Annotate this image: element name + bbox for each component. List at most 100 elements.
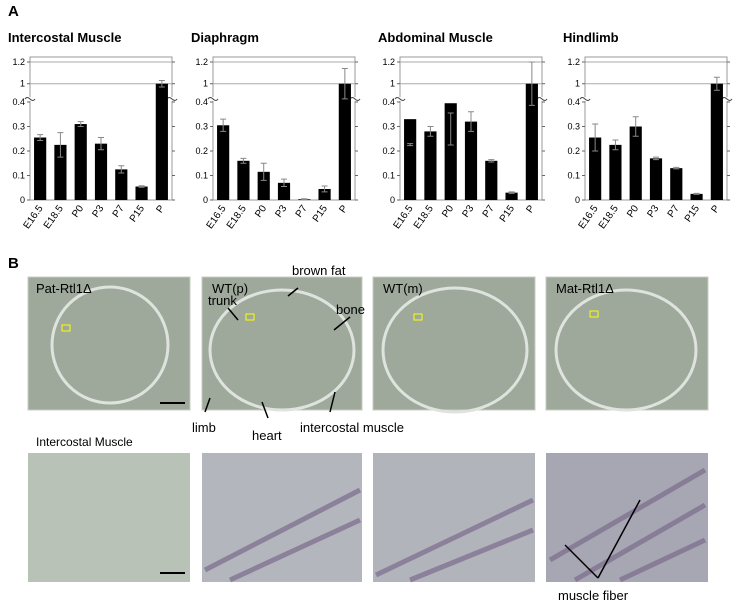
x-tick-label: E16.5 [577,203,601,231]
error-bar [158,79,165,88]
y-tick-label: 0 [203,195,208,205]
error-bar [488,159,495,163]
error-bar [673,166,680,170]
axis-break [721,97,733,101]
y-tick-label: 0.2 [195,146,208,156]
x-tick-label: P0 [625,203,641,220]
y-tick-label: 0 [390,195,395,205]
error-bar [468,111,474,132]
bar [338,83,351,200]
bar [690,193,703,200]
x-tick-label: P7 [481,203,497,220]
chart-title: Abdominal Muscle [378,30,493,45]
error-bar [528,61,535,106]
bar [444,103,457,200]
section [554,288,698,412]
x-tick-label: E16.5 [22,203,46,231]
y-tick-label: 1 [390,79,395,89]
x-tick-label: P15 [311,203,330,224]
axis-break [579,97,591,101]
image [27,276,191,411]
bar [505,192,518,200]
column-label: Pat-Rtl1Δ [36,281,92,296]
y-tick-label: 0.3 [567,122,580,132]
image [372,276,536,411]
annotation: heart [252,428,282,443]
y-tick-label: 1.2 [195,57,208,67]
bar [34,137,47,200]
image [28,453,190,582]
x-tick-label: P3 [460,203,476,220]
error-bar [57,132,64,158]
axis-break [394,97,406,101]
x-tick-label: E18.5 [597,203,621,231]
annotation: trunk [208,293,237,308]
x-tick-label: E16.5 [205,203,229,231]
error-bar [713,76,720,91]
section [50,285,170,405]
bar [94,143,108,200]
x-tick-label: E16.5 [392,203,416,231]
bar [589,137,602,200]
axis-break [207,97,361,101]
x-tick-label: E18.5 [412,203,436,231]
y-tick-label: 0.2 [12,146,25,156]
bar [217,125,230,200]
x-tick-label: P0 [253,203,269,220]
y-tick-label: 1 [20,79,25,89]
error-bar [260,162,267,181]
error-bar [427,126,434,137]
section [208,288,356,412]
x-tick-label: P3 [273,203,289,220]
x-tick-label: P0 [70,203,86,220]
bar [609,144,622,200]
x-tick-label: P [337,203,350,215]
y-tick-label: 0.3 [12,122,25,132]
bar [525,83,538,200]
error-bar [612,139,619,151]
bar [237,160,250,200]
panel-b-images [27,276,709,583]
axis-break [24,97,36,101]
bar [257,171,270,200]
error-bar [301,198,308,201]
error-bar [341,68,348,100]
axis-break [166,97,178,101]
column-label: Mat-Rtl1Δ [556,281,614,296]
y-tick-label: 1.2 [567,57,580,67]
error-bar [632,116,639,137]
error-bar [508,191,515,194]
roi-box [413,313,423,321]
y-tick-label: 1 [575,79,580,89]
bar [464,121,478,200]
plot-frame [212,56,356,201]
error-bar [321,185,328,193]
axis-break [579,97,733,101]
bar [404,119,417,200]
y-tick-label: 0.3 [195,122,208,132]
bar [318,188,331,200]
axis-break [349,97,361,101]
y-tick-label: 1.2 [12,57,25,67]
y-tick-label: 0.2 [382,146,395,156]
y-tick-label: 0.1 [382,171,395,181]
annotation: intercostal muscle [300,420,404,435]
y-tick-label: 0.4 [195,97,208,107]
y-tick-label: 0 [575,195,580,205]
panel-label: A [8,3,19,20]
axis-break [207,97,219,101]
error-bar [37,134,44,141]
chart-title: Hindlimb [563,30,619,45]
error-bar [407,143,414,147]
row-label: Intercostal Muscle [36,435,133,449]
bar [670,168,683,200]
chart-title: Diaphragm [191,30,259,45]
roi-box [245,313,255,321]
x-tick-label: P [154,203,167,215]
image [545,276,709,411]
bar [710,83,723,200]
bar [649,158,663,200]
error-bar [653,156,659,161]
bar [155,83,168,200]
column-label: WT(p) [212,281,248,296]
